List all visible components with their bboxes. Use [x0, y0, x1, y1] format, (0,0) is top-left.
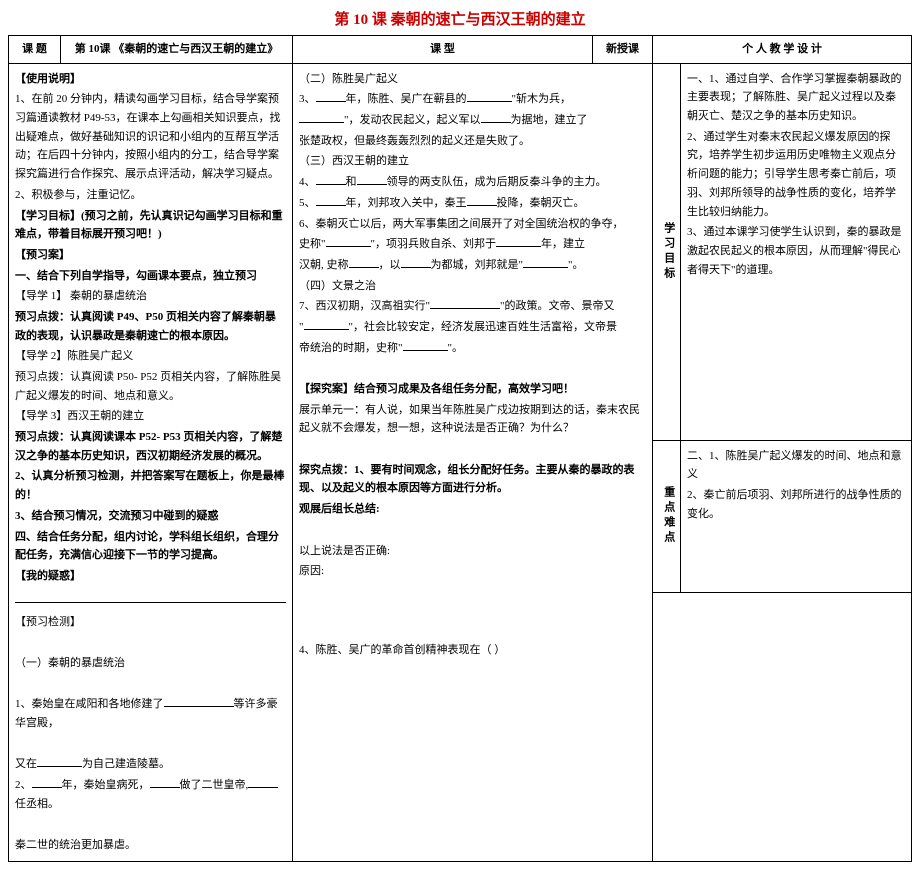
goal-label-cell: 学习目标 [653, 63, 681, 440]
lesson-table: 课 题 第 10课 《秦朝的速亡与西汉王朝的建立》 课 型 新授课 个 人 教 … [8, 35, 912, 862]
header-keti-label: 课 题 [9, 36, 61, 64]
left-column: 【使用说明】 1、在前 20 分钟内，精读勾画学习目标，结合导学案预习篇通读教材… [9, 63, 293, 861]
key-content: 二、1、陈胜吴广起义爆发的时间、地点和意义 2、秦亡前后项羽、刘邦所进行的战争性… [681, 440, 912, 592]
header-kexing-label: 课 型 [293, 36, 593, 64]
page-title: 第 10 课 秦朝的速亡与西汉王朝的建立 [8, 8, 912, 29]
header-keti-value: 第 10课 《秦朝的速亡与西汉王朝的建立》 [61, 36, 293, 64]
right-empty [653, 592, 912, 861]
key-label-cell: 重点难点 [653, 440, 681, 592]
header-design-label: 个 人 教 学 设 计 [653, 36, 912, 64]
goal-content: 一、1、通过自学、合作学习掌握秦朝暴政的主要表现；了解陈胜、吴广起义过程以及秦朝… [681, 63, 912, 440]
header-kexing-value: 新授课 [593, 36, 653, 64]
middle-column: （二）陈胜吴广起义 3、年，陈胜、吴广在蕲县的"斩木为兵， "，发动农民起义，起… [293, 63, 653, 861]
